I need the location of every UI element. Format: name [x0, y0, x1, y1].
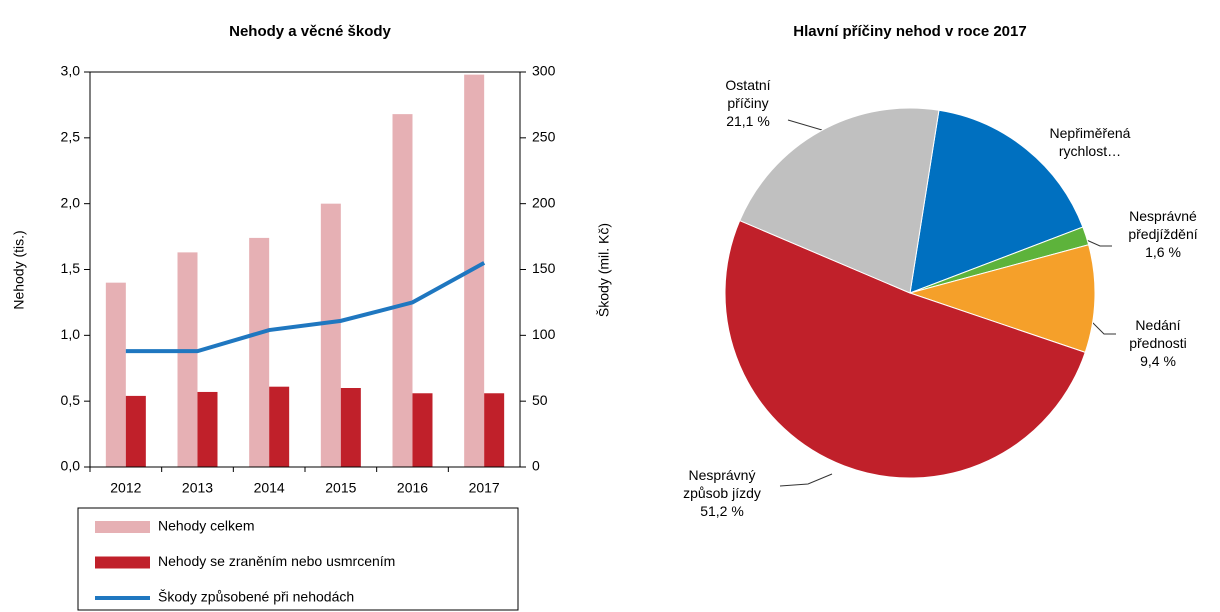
- legend-label: Nehody se zraněním nebo usmrcením: [158, 553, 395, 569]
- chart-title: Nehody a věcné škody: [229, 23, 391, 40]
- slice-value-label: 9,4 %: [1140, 353, 1176, 369]
- y-axis-label: Nehody (tis.): [11, 230, 27, 309]
- bar: [340, 388, 361, 467]
- bar: [269, 386, 290, 467]
- x-tick-label: 2013: [182, 480, 213, 496]
- slice-label: Nepřiměřená rychlost…: [1049, 125, 1131, 159]
- y2-tick-label: 300: [532, 63, 556, 79]
- bar: [464, 74, 485, 467]
- slice-label: Nedání přednosti: [1129, 317, 1187, 351]
- leader-line: [787, 119, 823, 131]
- chart-title: Hlavní příčiny nehod v roce 2017: [793, 23, 1026, 40]
- legend-box: [77, 507, 519, 611]
- y-tick-label: 0,5: [61, 392, 81, 408]
- x-tick-label: 2014: [254, 480, 285, 496]
- plot-frame: [89, 71, 521, 468]
- line-series: [125, 261, 486, 354]
- x-tick-label: 2012: [110, 480, 141, 496]
- leader-line: [1081, 237, 1112, 247]
- legend-swatch: [95, 556, 150, 569]
- y-tick-label: 1,0: [61, 326, 81, 342]
- bar: [249, 237, 270, 467]
- bar: [177, 252, 198, 467]
- slice-label: Ostatní příčiny: [725, 77, 771, 111]
- y2-tick-label: 0: [532, 458, 540, 474]
- pie-slice: [909, 109, 1084, 294]
- legend-swatch: [95, 521, 150, 533]
- slice-value-label: 1,6 %: [1145, 244, 1181, 260]
- y-tick-label: 2,5: [61, 129, 81, 145]
- y2-axis-label: Škody (mil. Kč): [596, 223, 612, 317]
- y-tick-label: 2,0: [61, 194, 81, 210]
- bar: [320, 203, 341, 467]
- y2-tick-label: 50: [532, 392, 548, 408]
- x-tick-label: 2016: [397, 480, 428, 496]
- pie-slice: [739, 107, 940, 294]
- bar: [197, 391, 218, 467]
- bar: [484, 393, 505, 467]
- x-tick-label: 2015: [325, 480, 356, 496]
- slice-value-label: 21,1 %: [726, 113, 770, 129]
- legend-label: Nehody celkem: [158, 518, 255, 534]
- bar: [412, 393, 433, 467]
- y-tick-label: 0,0: [61, 458, 81, 474]
- x-tick-label: 2017: [469, 480, 500, 496]
- y2-tick-label: 200: [532, 194, 556, 210]
- leader-line: [1087, 317, 1116, 335]
- y-tick-label: 3,0: [61, 63, 81, 79]
- bar: [125, 395, 146, 467]
- bar: [105, 282, 126, 467]
- y2-tick-label: 100: [532, 326, 556, 342]
- bar: [392, 114, 413, 467]
- leader-line: [779, 473, 833, 487]
- slice-label: Nesprávné předjíždění: [1128, 208, 1198, 242]
- y2-tick-label: 150: [532, 260, 556, 276]
- y-tick-label: 1,5: [61, 260, 81, 276]
- y2-tick-label: 250: [532, 129, 556, 145]
- slice-value-label: 51,2 %: [700, 503, 744, 519]
- pie-slice: [908, 244, 1096, 354]
- pie-slice: [724, 219, 1086, 479]
- slice-label: Nesprávný způsob jízdy: [683, 467, 761, 501]
- legend-label: Škody způsobené při nehodách: [158, 589, 354, 605]
